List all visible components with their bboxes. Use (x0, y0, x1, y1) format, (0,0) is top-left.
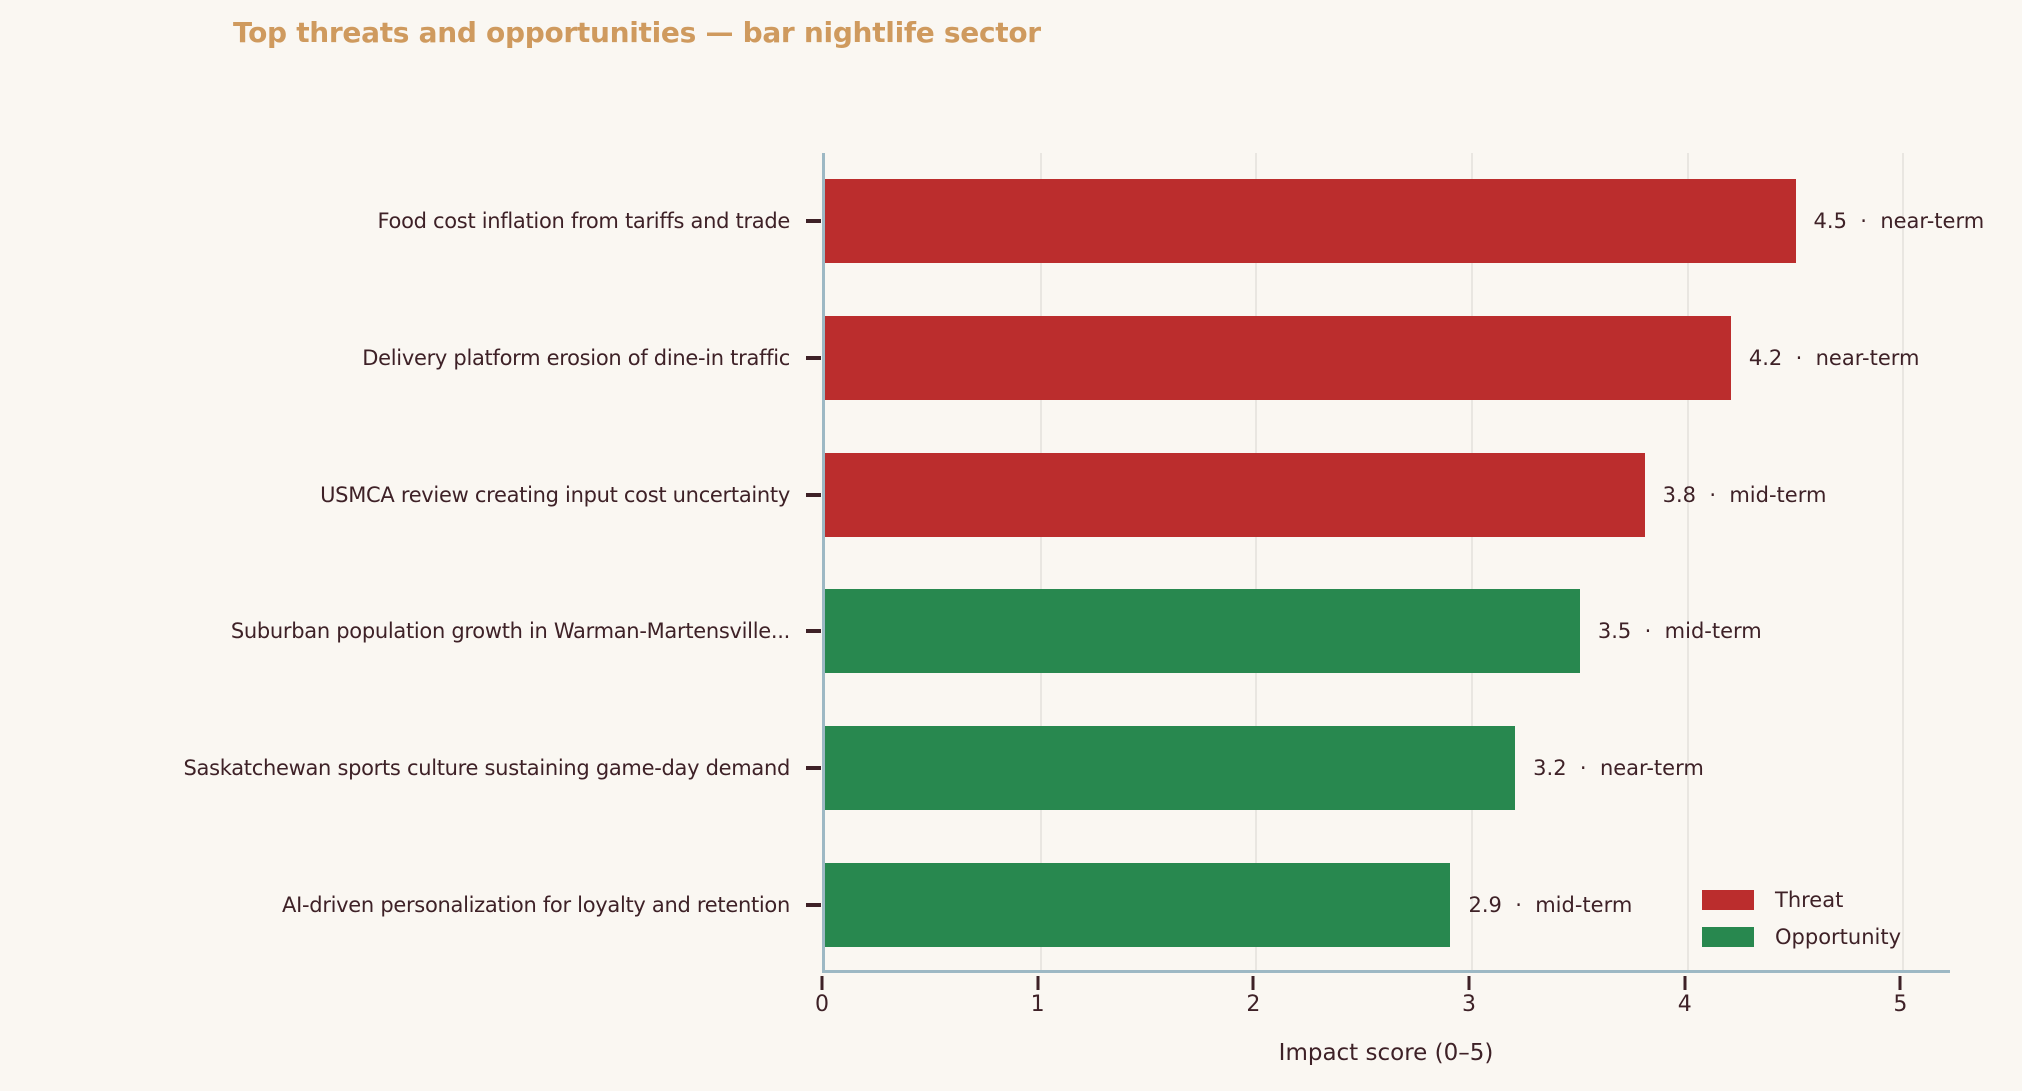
gridline-x-1 (1039, 153, 1042, 970)
bar-opportunity (825, 589, 1580, 674)
x-axis-tick (1251, 976, 1255, 990)
y-axis-tick (806, 492, 821, 497)
bar-value-annotation: 3.5 · mid-term (1597, 619, 1762, 644)
x-tick-label: 3 (1462, 992, 1477, 1017)
bar-threat (825, 452, 1645, 537)
y-axis-tick (806, 902, 821, 907)
y-axis-tick (806, 766, 821, 770)
bar-value-annotation: 4.2 · near-term (1748, 346, 1920, 370)
bar-value-annotation: 2.9 · mid-term (1468, 892, 1633, 917)
chart-title: Top threats and opportunities — bar nigh… (233, 16, 1041, 49)
y-axis-tick (806, 219, 821, 224)
gridline-x-4 (1686, 153, 1689, 970)
category-label: Food cost inflation from tariffs and tra… (377, 209, 790, 234)
x-axis-tick (1898, 976, 1902, 990)
bar-value-annotation: 3.8 · mid-term (1662, 482, 1827, 507)
category-label: Suburban population growth in Warman-Mar… (230, 619, 790, 644)
bar-opportunity (825, 862, 1451, 947)
bar-value-annotation: 4.5 · near-term (1813, 209, 1985, 234)
gridline-x-2 (1255, 153, 1258, 970)
x-axis-tick (820, 976, 824, 990)
category-label: Saskatchewan sports culture sustaining g… (183, 756, 791, 780)
legend-label: Threat (1775, 888, 1844, 912)
legend-swatch-opportunity (1702, 927, 1754, 947)
x-axis-tick (1467, 976, 1471, 990)
y-axis-tick (806, 629, 821, 634)
legend-swatch-threat (1702, 890, 1754, 910)
bar-value-annotation: 3.2 · near-term (1533, 756, 1704, 780)
legend-label: Opportunity (1775, 925, 1902, 949)
x-axis-label: Impact score (0–5) (1278, 1040, 1494, 1066)
category-label: USMCA review creating input cost uncerta… (320, 482, 790, 507)
gridline-x-3 (1471, 153, 1474, 970)
bar-threat (825, 179, 1796, 264)
category-label: AI-driven personalization for loyalty an… (282, 892, 790, 917)
legend-entry-threat: Threat (1702, 886, 1901, 914)
plot-area: 4.5 · near-term 4.2 · near-term 3.8 · mid-… (822, 153, 1984, 973)
x-tick-label: 2 (1246, 992, 1261, 1017)
x-tick-label: 1 (1030, 992, 1045, 1017)
gridline-x-5 (1902, 153, 1905, 970)
x-axis-tick (1036, 976, 1040, 990)
y-axis-tick (806, 356, 821, 360)
x-tick-label: 5 (1893, 992, 1908, 1017)
x-axis-tick (1683, 976, 1687, 990)
legend: Threat Opportunity (1702, 886, 1901, 960)
bar-threat (825, 316, 1731, 400)
x-tick-label: 0 (815, 992, 829, 1017)
category-label: Delivery platform erosion of dine-in tra… (362, 346, 790, 370)
x-tick-label: 4 (1677, 992, 1692, 1017)
legend-entry-opportunity: Opportunity (1702, 923, 1901, 951)
bar-opportunity (825, 726, 1516, 810)
